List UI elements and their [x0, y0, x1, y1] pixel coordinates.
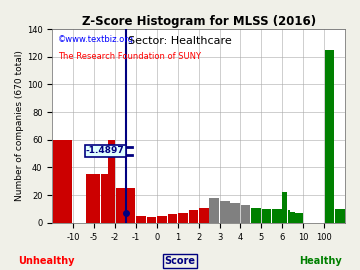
Text: Unhealthy: Unhealthy [19, 256, 75, 266]
Bar [293, 212, 295, 223]
Bar [283, 192, 287, 223]
Title: Z-Score Histogram for MLSS (2016): Z-Score Histogram for MLSS (2016) [82, 15, 316, 28]
Bar [251, 208, 261, 223]
Bar [101, 174, 108, 223]
Bar [298, 213, 303, 223]
Bar [210, 198, 219, 223]
Bar [86, 174, 100, 223]
Bar [116, 188, 135, 223]
Bar [288, 210, 290, 223]
Text: ©www.textbiz.org: ©www.textbiz.org [58, 35, 134, 44]
Bar [296, 213, 298, 223]
Bar [53, 140, 72, 223]
Bar [290, 212, 293, 223]
Bar [189, 210, 198, 223]
Text: Healthy: Healthy [299, 256, 342, 266]
Bar [230, 203, 240, 223]
Bar [136, 216, 146, 223]
Bar [262, 209, 271, 223]
Bar [199, 208, 209, 223]
Bar [335, 209, 345, 223]
Text: Score: Score [165, 256, 195, 266]
Bar [272, 209, 282, 223]
Y-axis label: Number of companies (670 total): Number of companies (670 total) [15, 50, 24, 201]
Bar [168, 214, 177, 223]
Text: -1.4897: -1.4897 [86, 146, 125, 155]
Bar [108, 140, 115, 223]
Bar [220, 201, 230, 223]
Text: Sector: Healthcare: Sector: Healthcare [128, 36, 232, 46]
Bar [178, 213, 188, 223]
Text: The Research Foundation of SUNY: The Research Foundation of SUNY [58, 52, 201, 61]
Bar [147, 217, 156, 223]
Bar [324, 50, 334, 223]
Bar [157, 216, 167, 223]
Bar [241, 205, 251, 223]
